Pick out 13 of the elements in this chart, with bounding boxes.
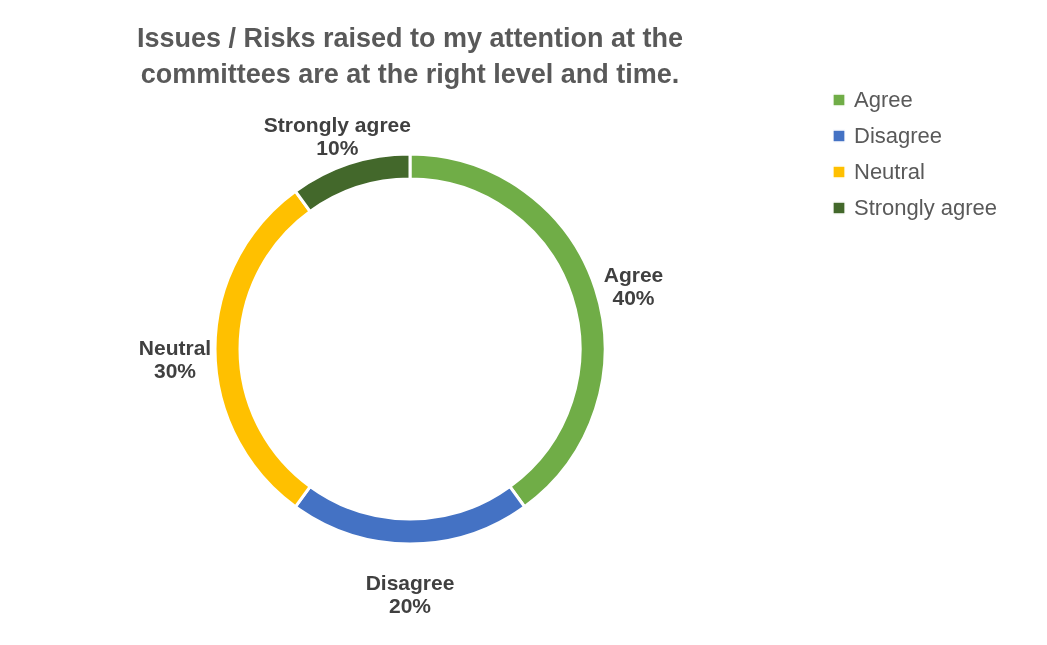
slice-label: Neutral [138,336,212,359]
data-label: 30% [153,359,197,382]
data-label: 40% [612,286,655,310]
slice-label: Agree [603,263,664,287]
data-label: 20% [388,594,432,617]
data-label: 10% [316,135,359,159]
legend-label: Neutral [854,159,925,184]
slice-label: Strongly agree [263,112,411,136]
legend-label: Disagree [854,123,943,148]
legend-label: Agree [854,87,913,112]
chart-title: Issues / Risks raised to my attention at the committees are at the right level and time. [136,23,684,89]
slice-label: Disagree [365,571,455,594]
legend-label: Strongly agree [854,195,998,220]
